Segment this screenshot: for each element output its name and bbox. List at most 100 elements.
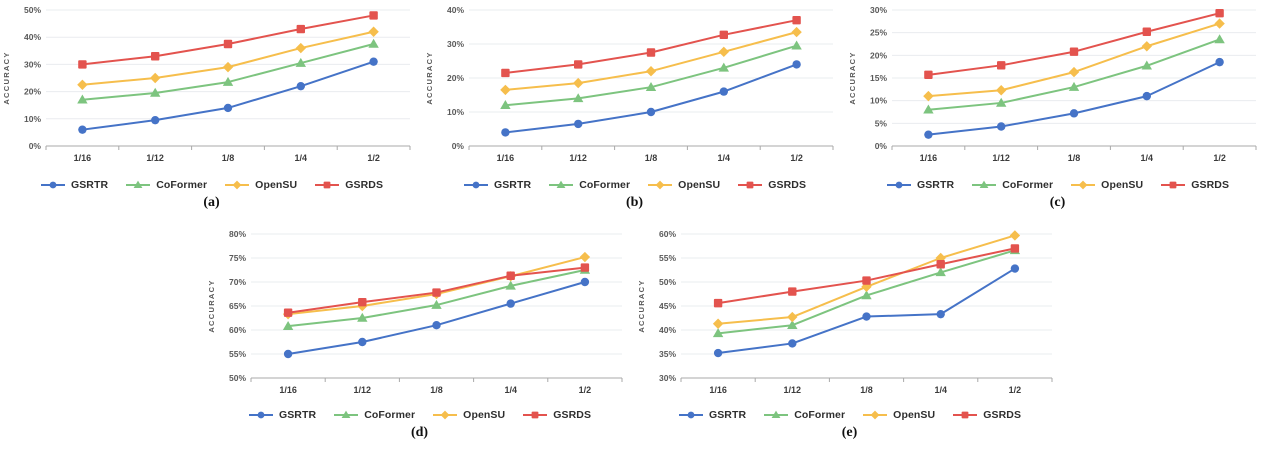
svg-text:1/8: 1/8 (430, 385, 443, 395)
svg-text:1/2: 1/2 (790, 153, 803, 163)
chart-d-legend: GSRTR CoFormer OpenSU GSRDS (248, 409, 591, 421)
legend-label: OpenSU (678, 179, 721, 191)
top-row: 0% 10% 20% 30% 40% 50% ACCURACY 1/16 1/12 1/8 1/4 1… (0, 0, 1269, 224)
svg-text:0%: 0% (29, 141, 42, 151)
svg-text:1/4: 1/4 (1141, 153, 1154, 163)
legend-marker-circle-icon (463, 181, 488, 189)
svg-text:1/12: 1/12 (992, 153, 1010, 163)
svg-text:1/2: 1/2 (1213, 153, 1226, 163)
svg-text:10%: 10% (24, 114, 41, 124)
svg-text:65%: 65% (228, 301, 245, 311)
svg-text:20%: 20% (870, 50, 887, 60)
svg-text:1/8: 1/8 (222, 153, 235, 163)
legend-item-opensu: OpenSU (224, 179, 297, 191)
legend-label: GSRTR (278, 409, 317, 421)
chart-a: 0% 10% 20% 30% 40% 50% ACCURACY 1/16 1/12 1/8 1/4 1… (0, 0, 423, 224)
svg-text:40%: 40% (447, 5, 464, 15)
chart-c: 0% 5% 10% 15% 20% 25% 30% ACCURACY 1/16 1/12 1/8 1/… (846, 0, 1269, 224)
svg-text:1/2: 1/2 (367, 153, 380, 163)
legend-label: OpenSU (255, 179, 298, 191)
svg-text:1/4: 1/4 (718, 153, 731, 163)
svg-text:ACCURACY: ACCURACY (207, 279, 216, 332)
legend-item-opensu: OpenSU (862, 409, 935, 421)
svg-text:1/4: 1/4 (934, 385, 947, 395)
legend-label: GSRDS (768, 179, 807, 191)
legend-marker-circle-icon (248, 411, 273, 419)
svg-text:ACCURACY: ACCURACY (425, 51, 434, 104)
svg-text:ACCURACY: ACCURACY (637, 279, 646, 332)
svg-text:ACCURACY: ACCURACY (2, 51, 11, 104)
legend-item-coformer: CoFormer (548, 179, 630, 191)
chart-d-caption: (d) (410, 425, 429, 440)
svg-text:0%: 0% (875, 141, 888, 151)
svg-text:1/8: 1/8 (645, 153, 658, 163)
legend-item-opensu: OpenSU (432, 409, 505, 421)
svg-text:1/4: 1/4 (504, 385, 517, 395)
svg-text:60%: 60% (658, 229, 675, 239)
legend-label: GSRDS (345, 179, 384, 191)
legend-marker-square-icon (1161, 181, 1186, 189)
legend-item-gsrds: GSRDS (1160, 179, 1229, 191)
svg-text:30%: 30% (24, 59, 41, 69)
svg-text:1/12: 1/12 (783, 385, 801, 395)
legend-label: GSRDS (553, 409, 592, 421)
svg-text:1/12: 1/12 (569, 153, 587, 163)
legend-marker-square-icon (738, 181, 763, 189)
legend-item-gsrds: GSRDS (952, 409, 1021, 421)
legend-marker-circle-icon (678, 411, 703, 419)
svg-text:1/16: 1/16 (920, 153, 938, 163)
svg-text:ACCURACY: ACCURACY (848, 51, 857, 104)
legend-marker-circle-icon (886, 181, 911, 189)
chart-d-plot: 50% 55% 60% 65% 70% 75% 80% ACCURACY 1/16 1/12 1/8… (207, 229, 622, 395)
svg-text:75%: 75% (228, 253, 245, 263)
legend-label: GSRTR (70, 179, 109, 191)
svg-text:20%: 20% (24, 87, 41, 97)
chart-b-caption: (b) (625, 195, 644, 210)
legend-item-gsrtr: GSRTR (886, 179, 954, 191)
legend-label: CoFormer (156, 179, 208, 191)
svg-text:55%: 55% (228, 349, 245, 359)
legend-marker-square-icon (953, 411, 978, 419)
svg-text:30%: 30% (870, 5, 887, 15)
chart-a-caption: (a) (203, 195, 220, 210)
svg-text:50%: 50% (24, 5, 41, 15)
legend-marker-triangle-icon (126, 180, 151, 189)
legend-item-gsrtr: GSRTR (40, 179, 108, 191)
legend-marker-diamond-icon (225, 180, 250, 190)
legend-item-gsrtr: GSRTR (463, 179, 531, 191)
svg-text:30%: 30% (447, 39, 464, 49)
legend-marker-diamond-icon (648, 180, 673, 190)
legend-marker-diamond-icon (433, 410, 458, 420)
svg-text:1/8: 1/8 (860, 385, 873, 395)
chart-d: 50% 55% 60% 65% 70% 75% 80% ACCURACY 1/16 1/12 1/8… (205, 224, 635, 457)
legend-label: CoFormer (364, 409, 416, 421)
legend-item-gsrds: GSRDS (314, 179, 383, 191)
chart-b-plot: 0% 10% 20% 30% 40% ACCURACY 1/16 1/12 1/8 1/4 1/2 (425, 5, 834, 163)
legend-marker-triangle-icon (334, 410, 359, 419)
svg-text:10%: 10% (447, 107, 464, 117)
legend-label: CoFormer (794, 409, 846, 421)
chart-c-legend: GSRTR CoFormer OpenSU GSRDS (886, 179, 1229, 191)
svg-text:45%: 45% (658, 301, 675, 311)
legend-label: GSRTR (916, 179, 955, 191)
legend-label: GSRDS (1191, 179, 1230, 191)
svg-text:50%: 50% (228, 373, 245, 383)
chart-a-plot: 0% 10% 20% 30% 40% 50% ACCURACY 1/16 1/12 1/8 1/4 1… (2, 5, 411, 163)
svg-text:10%: 10% (870, 96, 887, 106)
legend-label: OpenSU (463, 409, 506, 421)
svg-text:1/16: 1/16 (279, 385, 297, 395)
svg-text:1/8: 1/8 (1068, 153, 1081, 163)
chart-a-legend: GSRTR CoFormer OpenSU GSRDS (40, 179, 383, 191)
legend-marker-square-icon (523, 411, 548, 419)
chart-c-plot: 0% 5% 10% 15% 20% 25% 30% ACCURACY 1/16 1/12 1/8 1/… (848, 5, 1257, 163)
legend-item-coformer: CoFormer (333, 409, 415, 421)
svg-text:70%: 70% (228, 277, 245, 287)
legend-label: GSRDS (983, 409, 1022, 421)
legend-marker-triangle-icon (549, 180, 574, 189)
bottom-row: 50% 55% 60% 65% 70% 75% 80% ACCURACY 1/16 1/12 1/8… (0, 224, 1269, 457)
svg-text:15%: 15% (870, 73, 887, 83)
legend-item-gsrds: GSRDS (737, 179, 806, 191)
legend-marker-square-icon (315, 181, 340, 189)
legend-marker-circle-icon (40, 181, 65, 189)
